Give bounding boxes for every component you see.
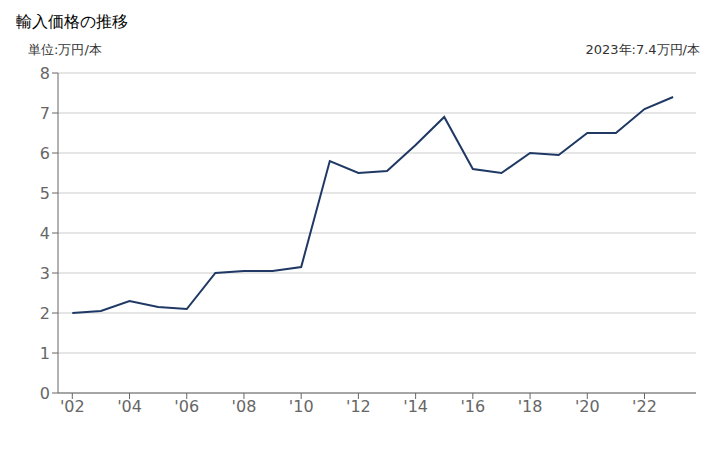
html-text:2023年:7.4万円/本: 2023年:7.4万円/本 [585,42,700,57]
svg-text:'14: '14 [403,397,428,416]
svg-text:6: 6 [40,144,50,163]
svg-text:3: 3 [40,264,50,283]
html-text:輸入価格の推移: 輸入価格の推移 [16,12,128,31]
svg-text:'02: '02 [60,397,85,416]
svg-text:'22: '22 [632,397,657,416]
svg-text:1: 1 [40,344,50,363]
svg-text:'08: '08 [232,397,257,416]
svg-text:8: 8 [40,64,50,83]
svg-text:4: 4 [40,224,50,243]
svg-text:'18: '18 [518,397,543,416]
svg-text:'16: '16 [460,397,485,416]
svg-text:'06: '06 [174,397,199,416]
svg-text:5: 5 [40,184,50,203]
svg-text:0: 0 [40,384,50,403]
svg-text:'20: '20 [575,397,600,416]
html-text:単位:万円/本: 単位:万円/本 [28,42,102,57]
svg-text:'10: '10 [289,397,314,416]
svg-text:7: 7 [40,104,50,123]
svg-text:2: 2 [40,304,50,323]
svg-text:'12: '12 [346,397,371,416]
svg-text:'04: '04 [117,397,142,416]
